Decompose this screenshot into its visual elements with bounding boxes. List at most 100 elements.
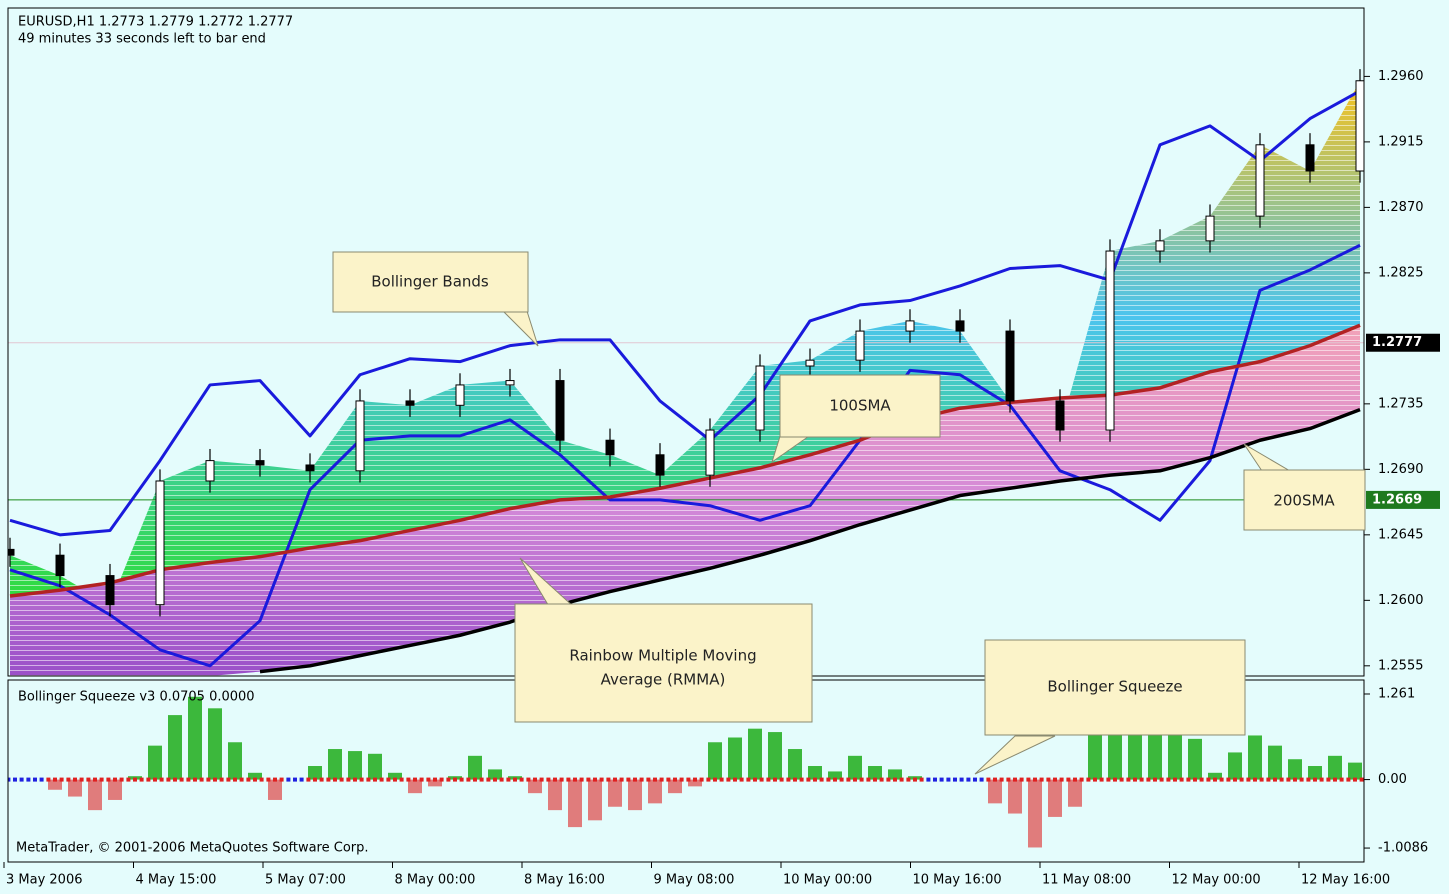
squeeze-dot — [393, 777, 397, 782]
histogram-bar — [688, 779, 702, 787]
squeeze-dot — [986, 777, 991, 782]
histogram-bar — [648, 779, 662, 804]
y-tick-label: 1.2915 — [1378, 134, 1424, 149]
y-tick-label: 1.2960 — [1378, 69, 1424, 84]
histogram-bar — [468, 755, 482, 780]
histogram-bar — [1268, 745, 1282, 780]
squeeze-dot — [1246, 777, 1251, 782]
copyright: MetaTrader, © 2001-2006 MetaQuotes Softw… — [16, 841, 369, 856]
indicator-line — [9, 89, 1361, 537]
squeeze-dot — [159, 777, 164, 782]
squeeze-dot — [153, 777, 157, 782]
x-tick-label: 9 May 08:00 — [654, 873, 735, 888]
squeeze-dot — [346, 777, 351, 782]
squeeze-dot — [1119, 777, 1124, 782]
squeeze-dot — [713, 777, 717, 782]
squeeze-dot — [759, 777, 764, 782]
squeeze-dot — [726, 777, 731, 782]
squeeze-dot — [813, 777, 817, 782]
squeeze-dot — [39, 777, 44, 782]
squeeze-dot — [659, 777, 664, 782]
callout-pointer — [974, 735, 1056, 775]
squeeze-dot — [446, 777, 451, 782]
histogram-bar — [1088, 721, 1102, 780]
squeeze-dot — [1006, 777, 1011, 782]
squeeze-dot — [913, 777, 917, 782]
histogram-bar — [188, 696, 202, 780]
squeeze-dot — [273, 777, 277, 782]
squeeze-dot — [499, 777, 504, 782]
squeeze-dot — [1293, 777, 1297, 782]
squeeze-dot — [466, 777, 471, 782]
callout-box — [779, 374, 941, 438]
squeeze-dot — [666, 777, 671, 782]
histogram-bar — [68, 779, 82, 797]
squeeze-dot — [506, 777, 511, 782]
histogram-bar — [708, 742, 722, 780]
squeeze-dot — [1253, 777, 1257, 782]
squeeze-dot — [133, 777, 137, 782]
histogram-bar — [1068, 779, 1082, 807]
squeeze-dot — [673, 777, 677, 782]
candle-body — [855, 330, 865, 361]
price-label: 1.2777 — [1372, 335, 1422, 350]
candle-body — [505, 380, 515, 386]
y-tick-label: 0.00 — [1378, 772, 1407, 787]
squeeze-dot — [513, 777, 517, 782]
squeeze-dot — [226, 777, 231, 782]
squeeze-dot — [773, 777, 777, 782]
histogram-bar — [528, 779, 542, 794]
squeeze-dot — [299, 777, 304, 782]
candle-body — [905, 320, 915, 332]
squeeze-dot — [386, 777, 391, 782]
main-plot — [8, 69, 1364, 676]
candle-body — [1005, 330, 1015, 402]
squeeze-dot — [359, 777, 364, 782]
squeeze-dot — [99, 777, 104, 782]
y-tick-label: 1.2825 — [1378, 265, 1424, 280]
squeeze-dot — [1286, 777, 1291, 782]
squeeze-dot — [646, 777, 651, 782]
callout-box — [1243, 469, 1366, 531]
candle-body — [955, 320, 965, 332]
y-tick-label: 1.2600 — [1378, 593, 1424, 608]
squeeze-dot — [333, 777, 337, 782]
candle-body — [1205, 215, 1215, 242]
squeeze-dot — [246, 777, 251, 782]
squeeze-dot — [86, 777, 91, 782]
squeeze-dot — [53, 777, 57, 782]
squeeze-dot — [1353, 777, 1357, 782]
histogram-bar — [368, 753, 382, 780]
squeeze-dot — [593, 777, 597, 782]
squeeze-dot — [93, 777, 97, 782]
rmma-slow-stripes — [10, 325, 1360, 676]
candle-body — [255, 460, 265, 466]
callout: Rainbow Multiple Moving Average (RMMA) — [514, 557, 813, 723]
squeeze-dot — [1333, 777, 1337, 782]
price-label-box — [1366, 333, 1440, 352]
squeeze-dot — [59, 777, 64, 782]
histogram-bar — [168, 715, 182, 780]
histogram-bar — [328, 749, 342, 780]
squeeze-dot — [1273, 777, 1277, 782]
squeeze-dot — [1226, 777, 1231, 782]
squeeze-dot — [406, 777, 411, 782]
squeeze-dot — [613, 777, 617, 782]
squeeze-dot — [886, 777, 891, 782]
histogram-bar — [1008, 779, 1022, 814]
candle-body — [555, 380, 565, 441]
squeeze-dot — [119, 777, 124, 782]
squeeze-dot — [699, 777, 704, 782]
squeeze-dot — [293, 777, 297, 782]
squeeze-dot — [966, 777, 971, 782]
squeeze-dot — [1079, 777, 1084, 782]
squeeze-dot — [259, 777, 264, 782]
rmma-fast-stripes — [10, 80, 1360, 605]
candle-body — [755, 365, 765, 431]
histogram-bar — [388, 772, 402, 780]
squeeze-dot — [193, 777, 197, 782]
squeeze-dot — [1093, 777, 1097, 782]
squeeze-dot — [1139, 777, 1144, 782]
squeeze-dot — [746, 777, 751, 782]
x-tick-label: 12 May 16:00 — [1301, 873, 1390, 888]
